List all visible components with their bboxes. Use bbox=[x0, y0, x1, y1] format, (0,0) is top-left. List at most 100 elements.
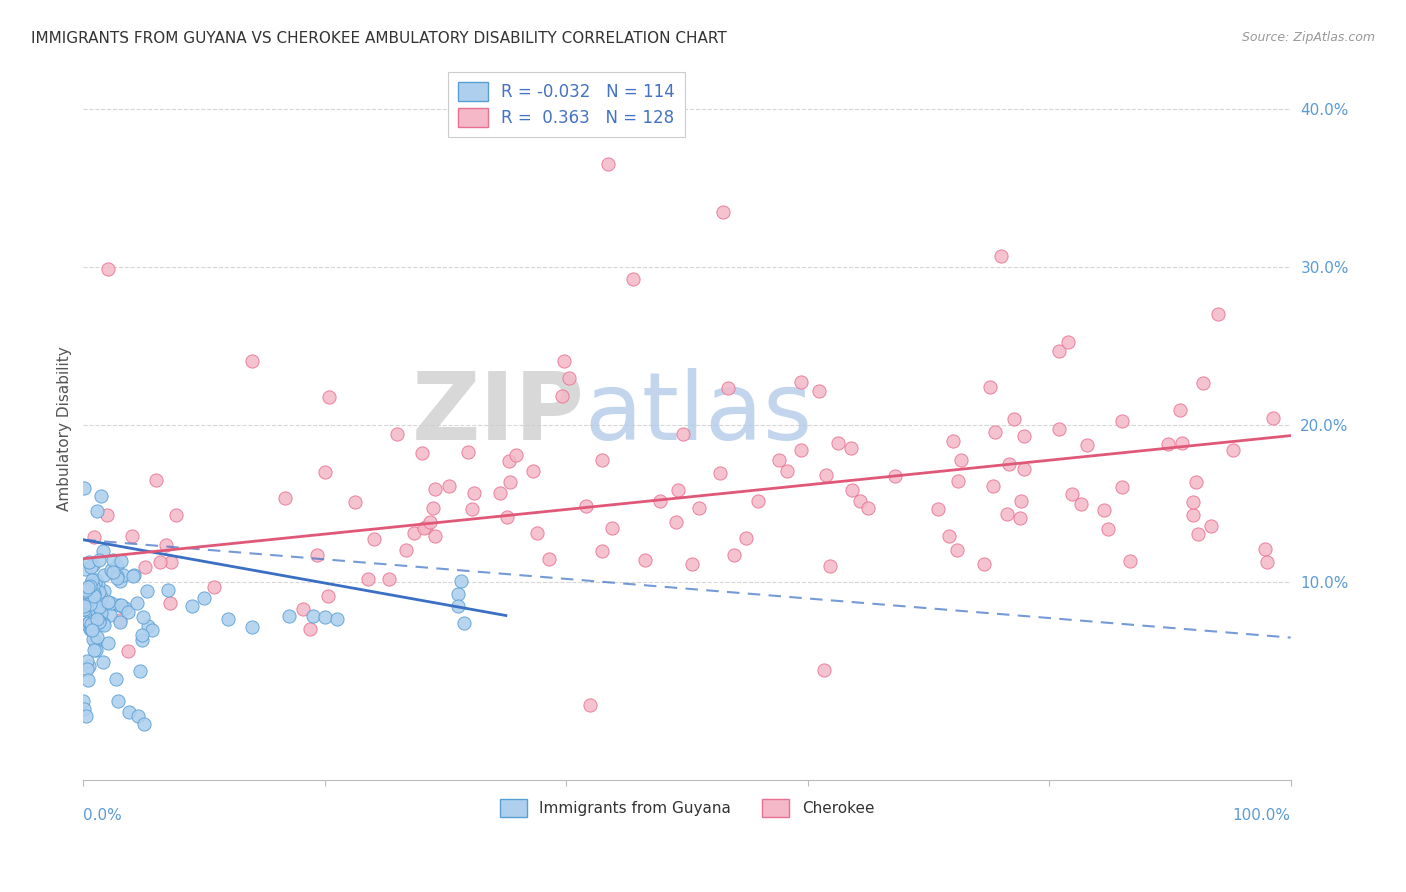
Point bbox=[108, 574, 131, 589]
Point bbox=[856, 501, 879, 516]
Point bbox=[1014, 462, 1036, 476]
Point bbox=[87, 614, 110, 628]
Point bbox=[1199, 519, 1222, 533]
Point bbox=[79, 575, 101, 590]
Point bbox=[87, 599, 110, 614]
Point bbox=[107, 694, 129, 708]
Point bbox=[488, 486, 510, 500]
Point bbox=[73, 481, 96, 495]
Point bbox=[818, 558, 841, 573]
Point bbox=[522, 464, 544, 478]
Point bbox=[558, 370, 581, 384]
Point bbox=[121, 529, 143, 543]
Point bbox=[97, 262, 120, 277]
Text: 100.0%: 100.0% bbox=[1233, 808, 1291, 823]
Point bbox=[1181, 494, 1204, 508]
Point bbox=[1012, 429, 1035, 443]
Legend: Immigrants from Guyana, Cherokee: Immigrants from Guyana, Cherokee bbox=[492, 792, 882, 824]
Point bbox=[600, 521, 623, 535]
Point bbox=[84, 635, 107, 649]
Point bbox=[93, 568, 115, 582]
Point bbox=[86, 631, 108, 645]
Point bbox=[633, 553, 655, 567]
Point bbox=[131, 628, 153, 642]
Point bbox=[1111, 414, 1133, 428]
Point bbox=[100, 596, 122, 610]
Point bbox=[672, 426, 695, 441]
Point bbox=[110, 599, 132, 613]
Point bbox=[997, 507, 1019, 521]
Point bbox=[141, 623, 163, 637]
Point bbox=[148, 555, 170, 569]
Point bbox=[80, 617, 103, 632]
Point bbox=[734, 531, 756, 545]
Point bbox=[827, 436, 849, 450]
Point bbox=[1187, 527, 1209, 541]
Point bbox=[165, 508, 187, 522]
Y-axis label: Ambulatory Disability: Ambulatory Disability bbox=[58, 346, 72, 511]
Point bbox=[292, 602, 315, 616]
Point bbox=[105, 558, 128, 573]
Point bbox=[82, 558, 104, 573]
Point bbox=[813, 663, 835, 677]
Point bbox=[412, 521, 434, 535]
Point bbox=[112, 568, 135, 582]
Point bbox=[790, 375, 813, 389]
Point bbox=[77, 555, 100, 569]
Point bbox=[839, 441, 862, 455]
Point bbox=[841, 483, 863, 498]
Point bbox=[301, 608, 323, 623]
Point bbox=[155, 538, 177, 552]
Point bbox=[132, 610, 155, 624]
Point bbox=[72, 694, 94, 708]
Point bbox=[89, 585, 111, 599]
Text: Source: ZipAtlas.com: Source: ZipAtlas.com bbox=[1241, 31, 1375, 45]
Point bbox=[83, 589, 105, 603]
Point bbox=[505, 448, 527, 462]
Point bbox=[91, 598, 114, 612]
Point bbox=[90, 489, 112, 503]
Point bbox=[87, 553, 110, 567]
Point bbox=[159, 555, 181, 569]
Point bbox=[73, 599, 96, 614]
Point bbox=[79, 597, 101, 611]
Point bbox=[77, 580, 100, 594]
Point bbox=[82, 593, 104, 607]
Point bbox=[357, 572, 380, 586]
Point bbox=[86, 612, 108, 626]
Point bbox=[942, 434, 965, 448]
Point bbox=[717, 381, 740, 395]
Point bbox=[82, 603, 104, 617]
Point bbox=[981, 479, 1004, 493]
Point bbox=[457, 445, 479, 459]
Point bbox=[973, 557, 995, 571]
Point bbox=[83, 587, 105, 601]
Point bbox=[75, 603, 97, 617]
Point bbox=[181, 599, 204, 613]
Point bbox=[122, 568, 145, 582]
Point bbox=[80, 605, 103, 619]
Point bbox=[80, 580, 103, 594]
Point bbox=[1097, 522, 1119, 536]
Point bbox=[461, 501, 484, 516]
Point bbox=[598, 157, 620, 171]
Point bbox=[73, 562, 96, 576]
Point bbox=[98, 608, 121, 623]
Point bbox=[84, 610, 107, 624]
Point bbox=[83, 530, 105, 544]
Point bbox=[326, 612, 349, 626]
Point bbox=[75, 617, 97, 632]
Text: IMMIGRANTS FROM GUYANA VS CHEROKEE AMBULATORY DISABILITY CORRELATION CHART: IMMIGRANTS FROM GUYANA VS CHEROKEE AMBUL… bbox=[31, 31, 727, 46]
Point bbox=[1119, 554, 1142, 568]
Point bbox=[946, 474, 969, 488]
Point bbox=[127, 709, 149, 723]
Point bbox=[202, 580, 225, 594]
Point bbox=[415, 520, 437, 534]
Point bbox=[79, 586, 101, 600]
Point bbox=[499, 475, 522, 489]
Point bbox=[128, 665, 150, 679]
Point bbox=[101, 565, 124, 579]
Point bbox=[423, 529, 446, 543]
Point bbox=[1111, 480, 1133, 494]
Point bbox=[77, 673, 100, 688]
